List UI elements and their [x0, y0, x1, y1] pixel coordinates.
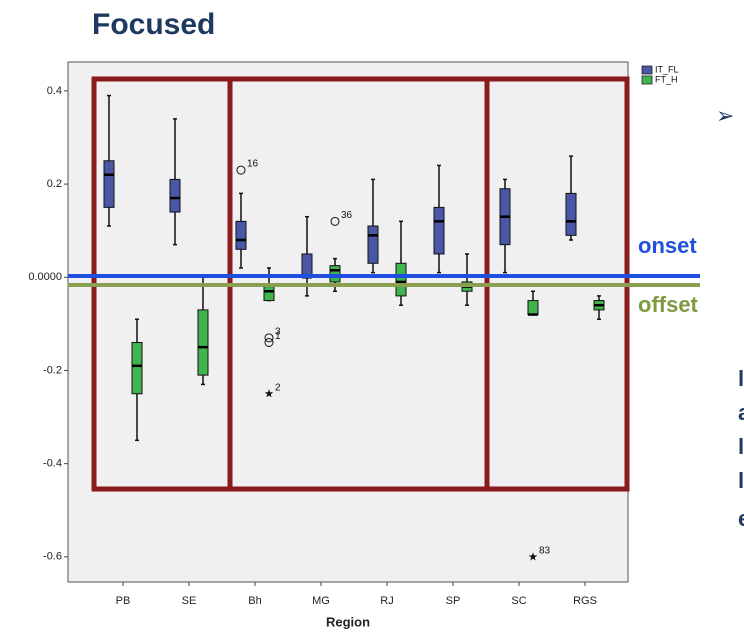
y-tick-label: -0.4	[43, 458, 62, 470]
box	[301, 253, 313, 278]
outlier-circle	[236, 165, 246, 175]
x-tick-label: SE	[182, 595, 197, 607]
y-tick-label: -0.6	[43, 551, 62, 563]
x-tick-label: PB	[116, 595, 131, 607]
box	[197, 309, 209, 376]
box	[103, 160, 115, 208]
x-tick-label: Bh	[248, 595, 261, 607]
box	[131, 342, 143, 395]
cut-off-text: a	[738, 400, 744, 425]
box	[367, 225, 379, 264]
legend-swatch	[641, 75, 653, 85]
x-axis-label: Region	[326, 614, 370, 629]
onset-label: onset	[638, 233, 697, 258]
box	[263, 286, 275, 302]
cut-off-text: e	[738, 506, 744, 531]
outlier-label: 83	[539, 545, 551, 556]
y-tick-label: 0.4	[47, 85, 62, 97]
box	[329, 265, 341, 283]
slide-title: Focused	[92, 8, 215, 41]
x-tick-label: SP	[446, 595, 461, 607]
outlier-label: 36	[341, 210, 353, 221]
outlier-label: 2	[275, 382, 281, 393]
outlier-label: 3	[275, 326, 281, 337]
y-tick-label: 0.2	[47, 178, 62, 190]
outlier-label: 1	[275, 331, 281, 342]
box	[433, 206, 445, 255]
box	[169, 178, 181, 213]
x-tick-label: MG	[312, 595, 330, 607]
legend-label: IT_FL	[655, 64, 679, 74]
offset-label: offset	[638, 292, 699, 317]
legend-swatch	[641, 65, 653, 75]
cut-off-text: l	[738, 434, 744, 459]
cut-off-text: l	[738, 468, 744, 493]
outlier-circle	[330, 216, 340, 226]
x-tick-label: SC	[511, 595, 526, 607]
box	[235, 220, 247, 250]
box	[527, 300, 539, 316]
x-tick-label: RJ	[380, 595, 393, 607]
y-tick-label: 0.0000	[28, 271, 62, 283]
box	[395, 262, 407, 297]
y-tick-label: -0.2	[43, 364, 62, 376]
outlier-star	[264, 389, 274, 398]
outlier-circle	[264, 333, 274, 343]
x-tick-label: RGS	[573, 595, 597, 607]
bullet: ➢	[716, 103, 734, 128]
legend-label: FT_H	[655, 74, 678, 84]
plot-area	[67, 61, 629, 583]
box	[565, 192, 577, 236]
cut-off-text: l	[738, 366, 744, 391]
outlier-star	[528, 552, 538, 561]
outlier-circle	[264, 338, 274, 348]
outlier-label: 16	[247, 159, 259, 170]
